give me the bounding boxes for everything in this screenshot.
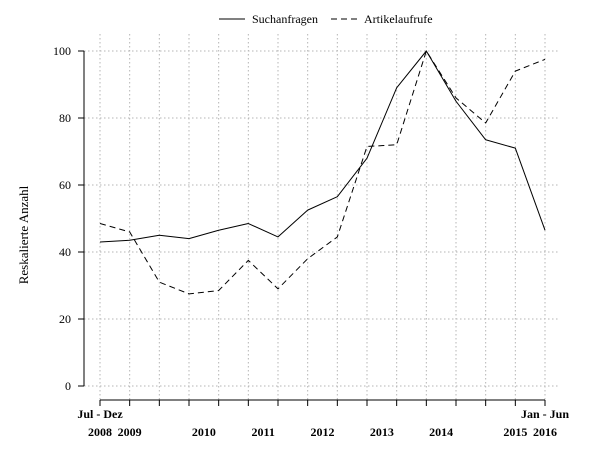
x-tick-label: Jan - Jun [521, 407, 569, 421]
y-axis: 0 20 40 60 80 100 [53, 44, 85, 393]
x-tick-label: 2010 [192, 425, 216, 439]
x-tick-label: 2016 [533, 425, 557, 439]
x-tick-label: 2015 [503, 425, 527, 439]
legend-label: Artikelaufrufe [364, 12, 433, 26]
series-lines [99, 50, 546, 295]
grid-lines [84, 34, 560, 400]
x-tick-label: Jul - Dez [77, 407, 123, 421]
legend: Suchanfragen Artikelaufrufe [219, 12, 433, 26]
y-axis-title: Reskalierte Anzahl [16, 185, 31, 284]
x-tick-label: 2014 [429, 425, 453, 439]
x-tick-label: 2013 [370, 425, 394, 439]
y-tick-label: 60 [59, 178, 71, 192]
x-tick-label: 2009 [118, 425, 142, 439]
x-tick-label: 2011 [251, 425, 274, 439]
x-tick-label: 2008 [88, 425, 112, 439]
y-tick-label: 0 [65, 379, 71, 393]
legend-label: Suchanfragen [252, 12, 318, 26]
y-tick-label: 40 [59, 245, 71, 259]
y-tick-label: 80 [59, 111, 71, 125]
x-tick-label: 2012 [311, 425, 335, 439]
y-tick-label: 20 [59, 312, 71, 326]
y-tick-label: 100 [53, 44, 71, 58]
series-line-2 [99, 50, 546, 295]
series-line-1 [99, 50, 546, 243]
x-axis: Jul - Dez 2008 2009 2010 2011 2012 2013 2014 201… [77, 399, 569, 439]
